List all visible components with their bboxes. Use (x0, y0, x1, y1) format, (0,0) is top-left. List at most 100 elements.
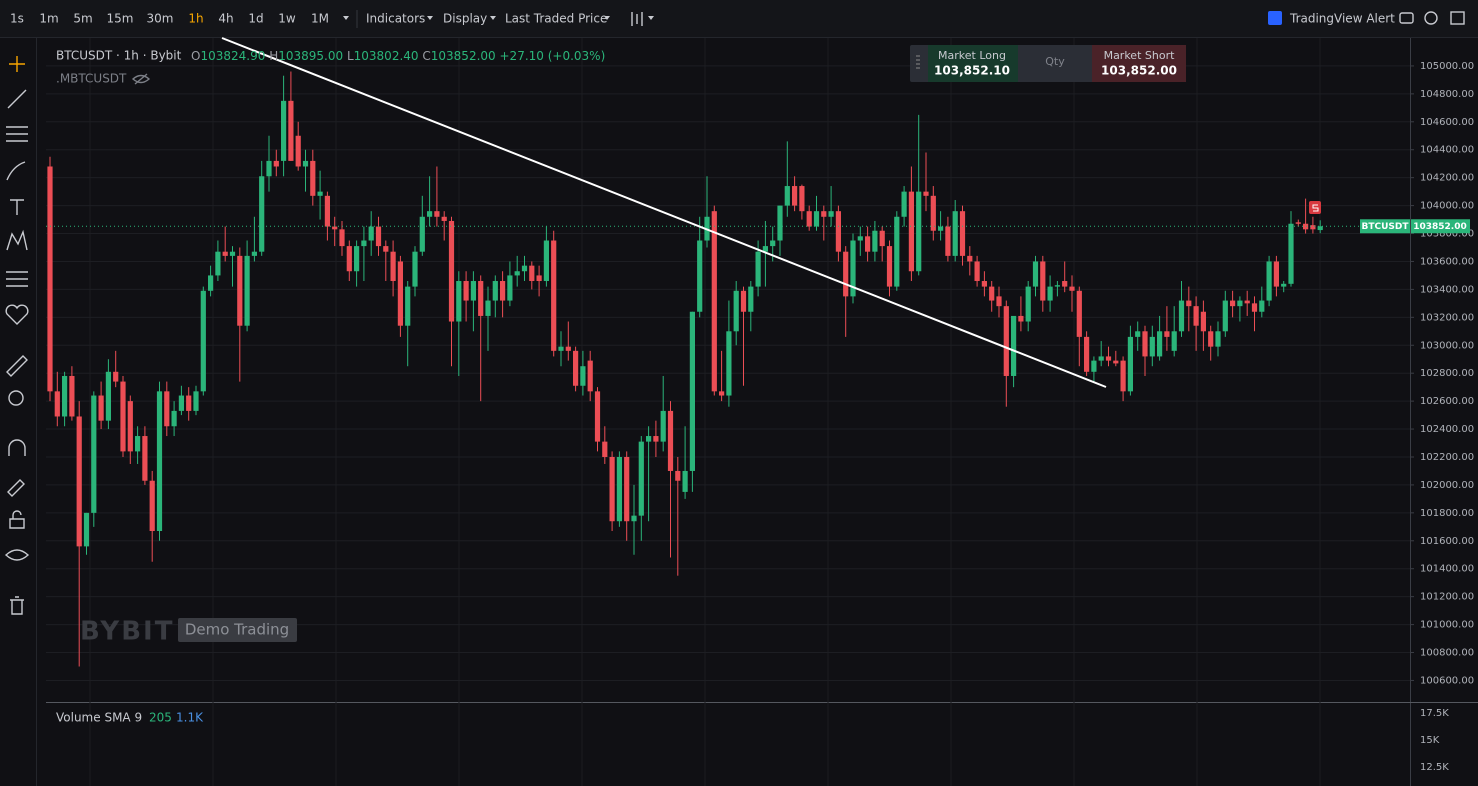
market-short-price: 103,852.00 (1101, 64, 1177, 78)
candle-body (1084, 336, 1090, 372)
candle-body (390, 251, 396, 282)
candle-body (1040, 261, 1046, 301)
candle-body (281, 100, 287, 161)
lock-tool[interactable] (9, 510, 25, 529)
magnet-tool[interactable] (8, 439, 26, 456)
zoom-tool[interactable] (8, 390, 24, 406)
candle-body (1273, 261, 1279, 287)
candle-body (806, 211, 812, 227)
candle-body (1098, 356, 1104, 361)
candle-body (324, 195, 330, 227)
candle-body (259, 176, 265, 252)
chart-type-caret[interactable] (648, 16, 654, 20)
delete-tool[interactable] (10, 596, 24, 615)
interval-button[interactable]: 1m (39, 12, 58, 26)
interval-button[interactable]: 1h (188, 12, 203, 26)
trend-line-drawing[interactable] (221, 37, 1107, 388)
brush-tool[interactable] (6, 161, 26, 181)
candle-body (981, 281, 987, 287)
favorites-tool[interactable] (5, 304, 29, 325)
interval-button[interactable]: 1M (311, 12, 329, 26)
toolbar-menu[interactable]: Last Traded Price (505, 12, 607, 26)
candle-body (872, 230, 878, 252)
y-tick-label: 101800.00 (1420, 508, 1474, 519)
trend-line-tool[interactable] (7, 89, 27, 109)
y-tick-label: 104600.00 (1420, 117, 1474, 128)
y-tick-label: 101000.00 (1420, 620, 1474, 631)
drag-handle[interactable] (916, 55, 920, 69)
candle-body (1135, 331, 1141, 337)
candle-body (828, 211, 834, 217)
chart-type-button[interactable] (631, 12, 643, 26)
interval-button[interactable]: 5m (73, 12, 92, 26)
screenshot-button[interactable] (1399, 12, 1414, 24)
candle-body (857, 236, 863, 241)
candle-body (448, 220, 455, 322)
interval-button[interactable]: 4h (218, 12, 233, 26)
candle-body (156, 391, 163, 532)
toolbar-menu[interactable]: Display (443, 12, 487, 26)
crosshair-tool[interactable] (9, 56, 25, 72)
interval-button[interactable]: 1d (248, 12, 263, 26)
y-tick-label: 100600.00 (1420, 675, 1474, 686)
market-long-label: Market Long (938, 49, 1006, 62)
candle-body (938, 226, 944, 231)
interval-button[interactable]: 1w (278, 12, 296, 26)
volume-sma: 1.1K (176, 711, 204, 725)
text-tool[interactable] (10, 199, 24, 215)
menu-caret[interactable] (490, 16, 496, 20)
candle-body (865, 236, 871, 252)
ohlc-value: 103895.00 (278, 49, 343, 63)
candle-body (923, 191, 929, 196)
candle-body (1303, 223, 1309, 230)
ohlc-value: 103852.00 (431, 49, 496, 63)
drawing-tools[interactable] (4, 56, 30, 615)
candle-body (821, 211, 827, 217)
channel-tool[interactable] (6, 126, 28, 142)
hide-icon[interactable] (131, 73, 151, 85)
candle-body (427, 211, 433, 217)
ruler-tool[interactable] (6, 355, 28, 377)
candle-body (470, 281, 476, 301)
menu-caret[interactable] (604, 16, 610, 20)
lock-draw-tool[interactable] (7, 479, 25, 497)
market-long-button[interactable] (928, 45, 1018, 82)
market-short-button[interactable] (1092, 45, 1186, 82)
candle-body (1266, 261, 1272, 301)
fib-tool[interactable] (6, 271, 28, 287)
candle-body (660, 410, 666, 442)
order-panel[interactable]: Market Long 103,852.10 Qty Market Short … (910, 45, 1186, 82)
candle-body (580, 366, 586, 386)
more-intervals[interactable] (343, 16, 349, 20)
candle-body (266, 160, 272, 177)
y-tick-label: 101600.00 (1420, 536, 1474, 547)
index-name: .MBTCUSDT (56, 72, 127, 86)
candle-body (354, 246, 360, 272)
candle-body (792, 186, 798, 206)
candle-body (624, 456, 630, 522)
candle-body (200, 290, 206, 392)
candle-body (91, 395, 97, 513)
symbol-tag-label: BTCUSDT (1361, 222, 1409, 232)
candle-body (368, 226, 374, 241)
candle-body (105, 371, 111, 421)
settings-button[interactable] (1424, 11, 1438, 25)
visibility-tool[interactable] (4, 549, 30, 561)
interval-button[interactable]: 15m (107, 12, 134, 26)
top-toolbar (0, 0, 1478, 37)
candle-body (54, 391, 60, 417)
tradingview-alert[interactable]: TradingView Alert (1289, 12, 1395, 26)
interval-button[interactable]: 1s (10, 12, 24, 26)
qty-input[interactable]: Qty (1045, 55, 1065, 68)
candle-body (967, 255, 973, 262)
candle-body (1142, 331, 1148, 357)
pattern-tool[interactable] (6, 229, 28, 251)
toolbar-menu[interactable]: Indicators (366, 12, 425, 26)
fullscreen-button[interactable] (1450, 11, 1465, 25)
candle-body (1295, 222, 1301, 224)
alert-icon[interactable] (1268, 11, 1282, 25)
interval-button[interactable]: 30m (147, 12, 174, 26)
candle-body (799, 186, 805, 212)
candle-body (594, 391, 601, 442)
menu-caret[interactable] (427, 16, 433, 20)
